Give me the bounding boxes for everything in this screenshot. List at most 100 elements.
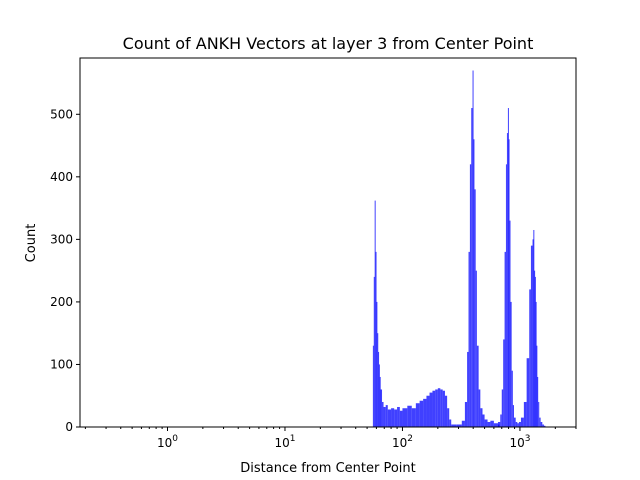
histogram-bar — [471, 108, 473, 427]
histogram-bar — [442, 390, 445, 427]
histogram-bar — [537, 376, 539, 427]
y-axis-label: Count — [24, 224, 39, 263]
histogram-bar — [523, 401, 527, 427]
histogram-bar — [472, 70, 474, 427]
y-tick-label: 400 — [50, 170, 73, 184]
histogram-bar — [380, 389, 383, 427]
histogram-bar — [429, 392, 433, 427]
histogram-bar — [444, 395, 448, 427]
histogram-bar — [532, 239, 534, 427]
histogram-bar — [482, 414, 485, 427]
histogram-bar — [415, 403, 420, 427]
histogram-bar — [520, 417, 524, 427]
plot-frame — [79, 57, 577, 428]
histogram-bar — [511, 370, 513, 427]
histogram-bar — [542, 424, 544, 427]
histogram-bar — [394, 409, 398, 427]
histogram-bar — [474, 189, 476, 427]
histogram-bar — [449, 419, 452, 427]
histogram-bar — [480, 408, 483, 427]
histogram-bar — [539, 417, 541, 427]
y-tick-label: 200 — [50, 295, 73, 309]
histogram-bar — [391, 408, 395, 427]
x-tick-label: 103 — [509, 434, 530, 450]
histogram-bar — [508, 139, 510, 427]
histogram-bar — [385, 405, 388, 427]
x-tick-label: 102 — [392, 434, 413, 450]
histogram-bar — [529, 289, 531, 427]
histogram-bar — [423, 398, 427, 427]
histogram-bar — [504, 251, 506, 427]
histogram-bar — [503, 339, 505, 427]
y-axis-ticks: 0 100 200 300 400 500 — [50, 107, 80, 434]
histogram-bar — [543, 425, 546, 427]
histogram-bar — [411, 408, 416, 427]
histogram-bar — [478, 389, 481, 427]
y-tick-label: 300 — [50, 232, 73, 246]
histogram-bar — [473, 139, 475, 427]
histogram-bar — [500, 414, 502, 427]
histogram-bar — [487, 421, 491, 427]
histogram-bar — [538, 401, 540, 427]
histogram-bar — [505, 164, 507, 428]
histogram-bar — [379, 376, 381, 427]
histogram-bar — [517, 423, 519, 427]
x-tick-label: 101 — [274, 434, 295, 450]
histogram-bar — [375, 251, 377, 427]
histogram-bar — [512, 405, 514, 427]
histogram-bar — [468, 251, 470, 427]
histogram-bar — [440, 389, 443, 427]
y-tick-label: 100 — [50, 357, 73, 371]
histogram-bar — [377, 333, 379, 427]
y-tick-label: 0 — [65, 420, 73, 434]
histogram-bar — [447, 408, 450, 427]
histogram-bar — [374, 200, 376, 427]
histogram-bar — [383, 406, 386, 427]
histogram-bar — [509, 220, 511, 427]
chart-title: Count of ANKH Vectors at layer 3 from Ce… — [123, 34, 534, 53]
histogram-bar — [497, 421, 501, 427]
histogram-bar — [476, 345, 479, 427]
histogram-bar — [387, 409, 392, 427]
histogram-bar — [402, 408, 408, 427]
histogram-bar — [507, 108, 509, 427]
x-axis-label: Distance from Center Point — [240, 461, 416, 476]
histogram-bar — [469, 164, 472, 428]
histogram-bar — [490, 420, 494, 427]
histogram-bar — [518, 421, 521, 427]
histogram-bar — [373, 276, 375, 427]
histogram-bar — [407, 405, 412, 427]
histogram-bar — [533, 229, 535, 427]
histogram-bar — [464, 401, 468, 427]
histogram-bar — [534, 270, 536, 427]
histogram-bar — [540, 421, 543, 427]
histogram-bar — [451, 424, 457, 427]
histogram-bar — [510, 301, 512, 427]
histogram-bar — [534, 276, 536, 427]
histogram-bar — [493, 423, 498, 427]
y-tick-label: 500 — [50, 107, 73, 121]
histogram-bar — [536, 345, 538, 427]
histogram-bar — [378, 351, 380, 427]
histogram-bar — [437, 388, 441, 427]
histogram-bar — [456, 424, 462, 427]
histogram-bar — [506, 133, 508, 427]
histogram-bar — [399, 410, 403, 427]
histogram-bar — [376, 301, 378, 427]
histogram-bar — [501, 389, 504, 427]
histogram-bar — [515, 421, 518, 427]
histogram-bar — [467, 351, 469, 427]
histogram-bar — [530, 245, 533, 427]
x-axis-ticks: 100 101 102 103 — [84, 427, 577, 450]
histogram-bar — [526, 358, 530, 427]
histogram-bar — [535, 301, 537, 427]
histogram-bar — [397, 406, 400, 427]
histogram-bar — [475, 270, 477, 427]
histogram-bar — [419, 400, 424, 427]
histogram-bar — [484, 419, 488, 427]
histogram-bar — [432, 390, 436, 427]
histogram-bar — [461, 420, 465, 427]
histogram-bar — [435, 389, 438, 427]
histogram-bar — [514, 417, 516, 427]
